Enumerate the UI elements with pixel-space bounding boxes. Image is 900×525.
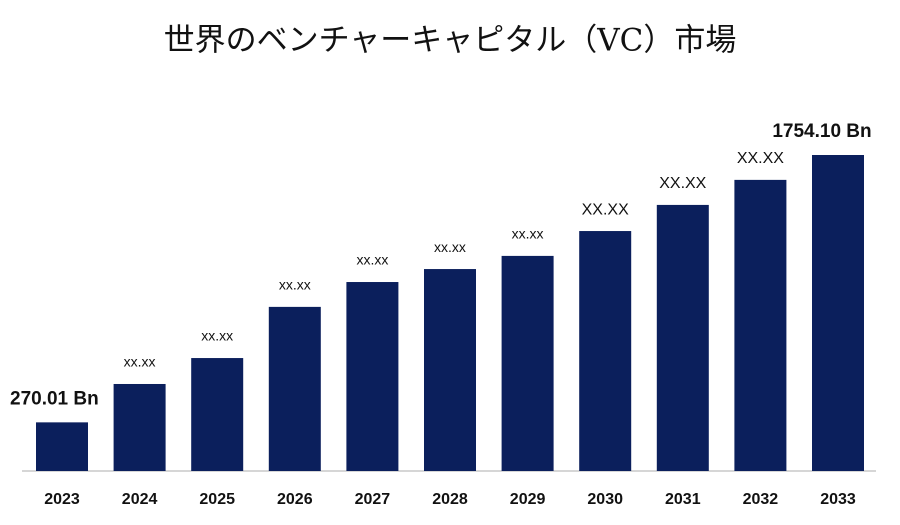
- value-label: XX.XX: [737, 150, 784, 167]
- value-label: xx.xx: [279, 277, 311, 293]
- bar: [501, 255, 554, 471]
- x-tick-label: 2031: [665, 491, 701, 508]
- chart-title: 世界のベンチャーキャピタル（VC）市場: [164, 23, 737, 59]
- value-label: xx.xx: [201, 328, 233, 344]
- x-tick-label: 2030: [587, 491, 623, 508]
- x-tick-label: 2023: [44, 491, 80, 508]
- bar: [191, 358, 244, 471]
- x-tick-label: 2026: [277, 491, 313, 508]
- x-tick-label: 2032: [743, 491, 779, 508]
- bar: [346, 282, 399, 471]
- value-label: XX.XX: [582, 201, 629, 218]
- bar: [656, 204, 709, 472]
- x-tick-label: 2024: [122, 491, 158, 508]
- value-label: xx.xx: [124, 354, 156, 370]
- value-label: xx.xx: [434, 239, 466, 255]
- value-label: 270.01 Bn: [10, 388, 99, 409]
- bar: [424, 269, 476, 471]
- bar: [36, 422, 88, 471]
- bar: [268, 306, 321, 471]
- x-tick-label: 2025: [199, 491, 235, 508]
- value-label: 1754.10 Bn: [772, 121, 871, 142]
- bar: [113, 383, 166, 471]
- value-label: xx.xx: [512, 226, 544, 242]
- x-tick-label: 2033: [820, 491, 856, 508]
- bar: [579, 231, 632, 471]
- x-tick-label: 2027: [355, 491, 391, 508]
- bar: [734, 179, 787, 471]
- x-tick-label: 2029: [510, 491, 546, 508]
- x-tick-label: 2028: [432, 491, 468, 508]
- bar: [812, 155, 864, 471]
- value-label: xx.xx: [356, 252, 388, 268]
- value-label: XX.XX: [659, 175, 706, 192]
